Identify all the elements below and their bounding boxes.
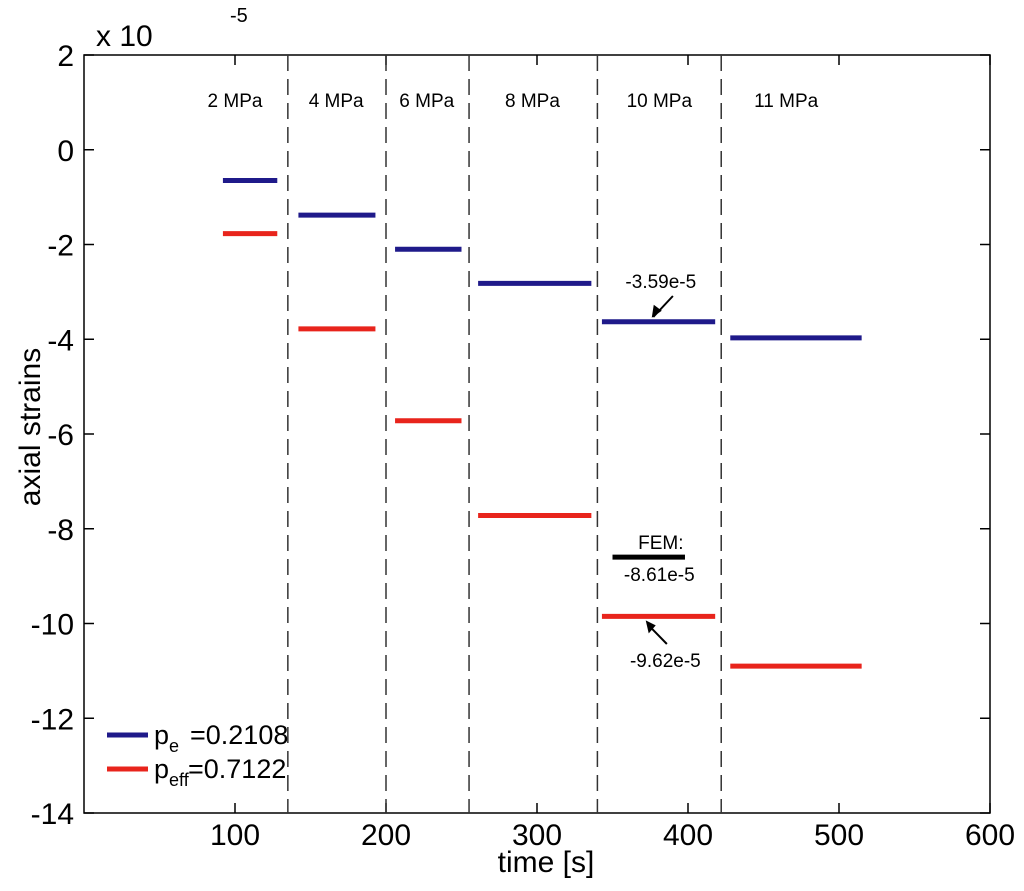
y-tick-label: -2 [47, 230, 74, 263]
stage-label: 6 MPa [399, 91, 454, 112]
stage-label: 11 MPa [754, 91, 819, 112]
stage-label: 4 MPa [309, 91, 364, 112]
stage-label: 8 MPa [505, 91, 560, 112]
stage-label: 10 MPa [627, 91, 693, 112]
x-tick-label: 400 [663, 819, 713, 852]
legend-entry: peff=0.7122 [154, 754, 286, 790]
fem-value: -8.61e-5 [624, 565, 695, 586]
y-tick-label: -10 [31, 609, 74, 642]
y-tick-label: -12 [31, 703, 74, 736]
plot-frame [83, 54, 991, 814]
fem-title: FEM: [638, 533, 683, 554]
y-tick-label: -4 [47, 324, 74, 357]
y-tick-label: -8 [47, 514, 74, 547]
y-axis-label: axial strains [14, 348, 47, 506]
legend-entry: pe =0.2108 [154, 720, 288, 756]
x-tick-label: 200 [361, 819, 411, 852]
blue-arrow-label: -3.59e-5 [625, 272, 696, 293]
x-tick-label: 300 [512, 819, 562, 852]
blue-arrow-head [651, 304, 662, 318]
y-multiplier-exponent: -5 [230, 5, 248, 27]
x-tick-label: 100 [210, 819, 260, 852]
plot-area: 100 200 300 400 500 600 2 0 -2 -4 -6 -8 -10 -12 -14 2 M… [31, 40, 1015, 852]
stage-label: 2 MPa [208, 91, 263, 112]
red-arrow-label: -9.62e-5 [630, 651, 701, 672]
red-arrow-head [645, 620, 656, 634]
x-axis-label: time [s] [498, 846, 595, 879]
y-tick-label: -6 [47, 419, 74, 452]
y-tick-label: 2 [57, 40, 74, 73]
x-tick-label: 600 [965, 819, 1015, 852]
y-tick-label: -14 [31, 798, 74, 831]
y-tick-label: 0 [57, 135, 74, 168]
y-multiplier-label: x 10 [96, 20, 153, 53]
x-tick-label: 500 [814, 819, 864, 852]
